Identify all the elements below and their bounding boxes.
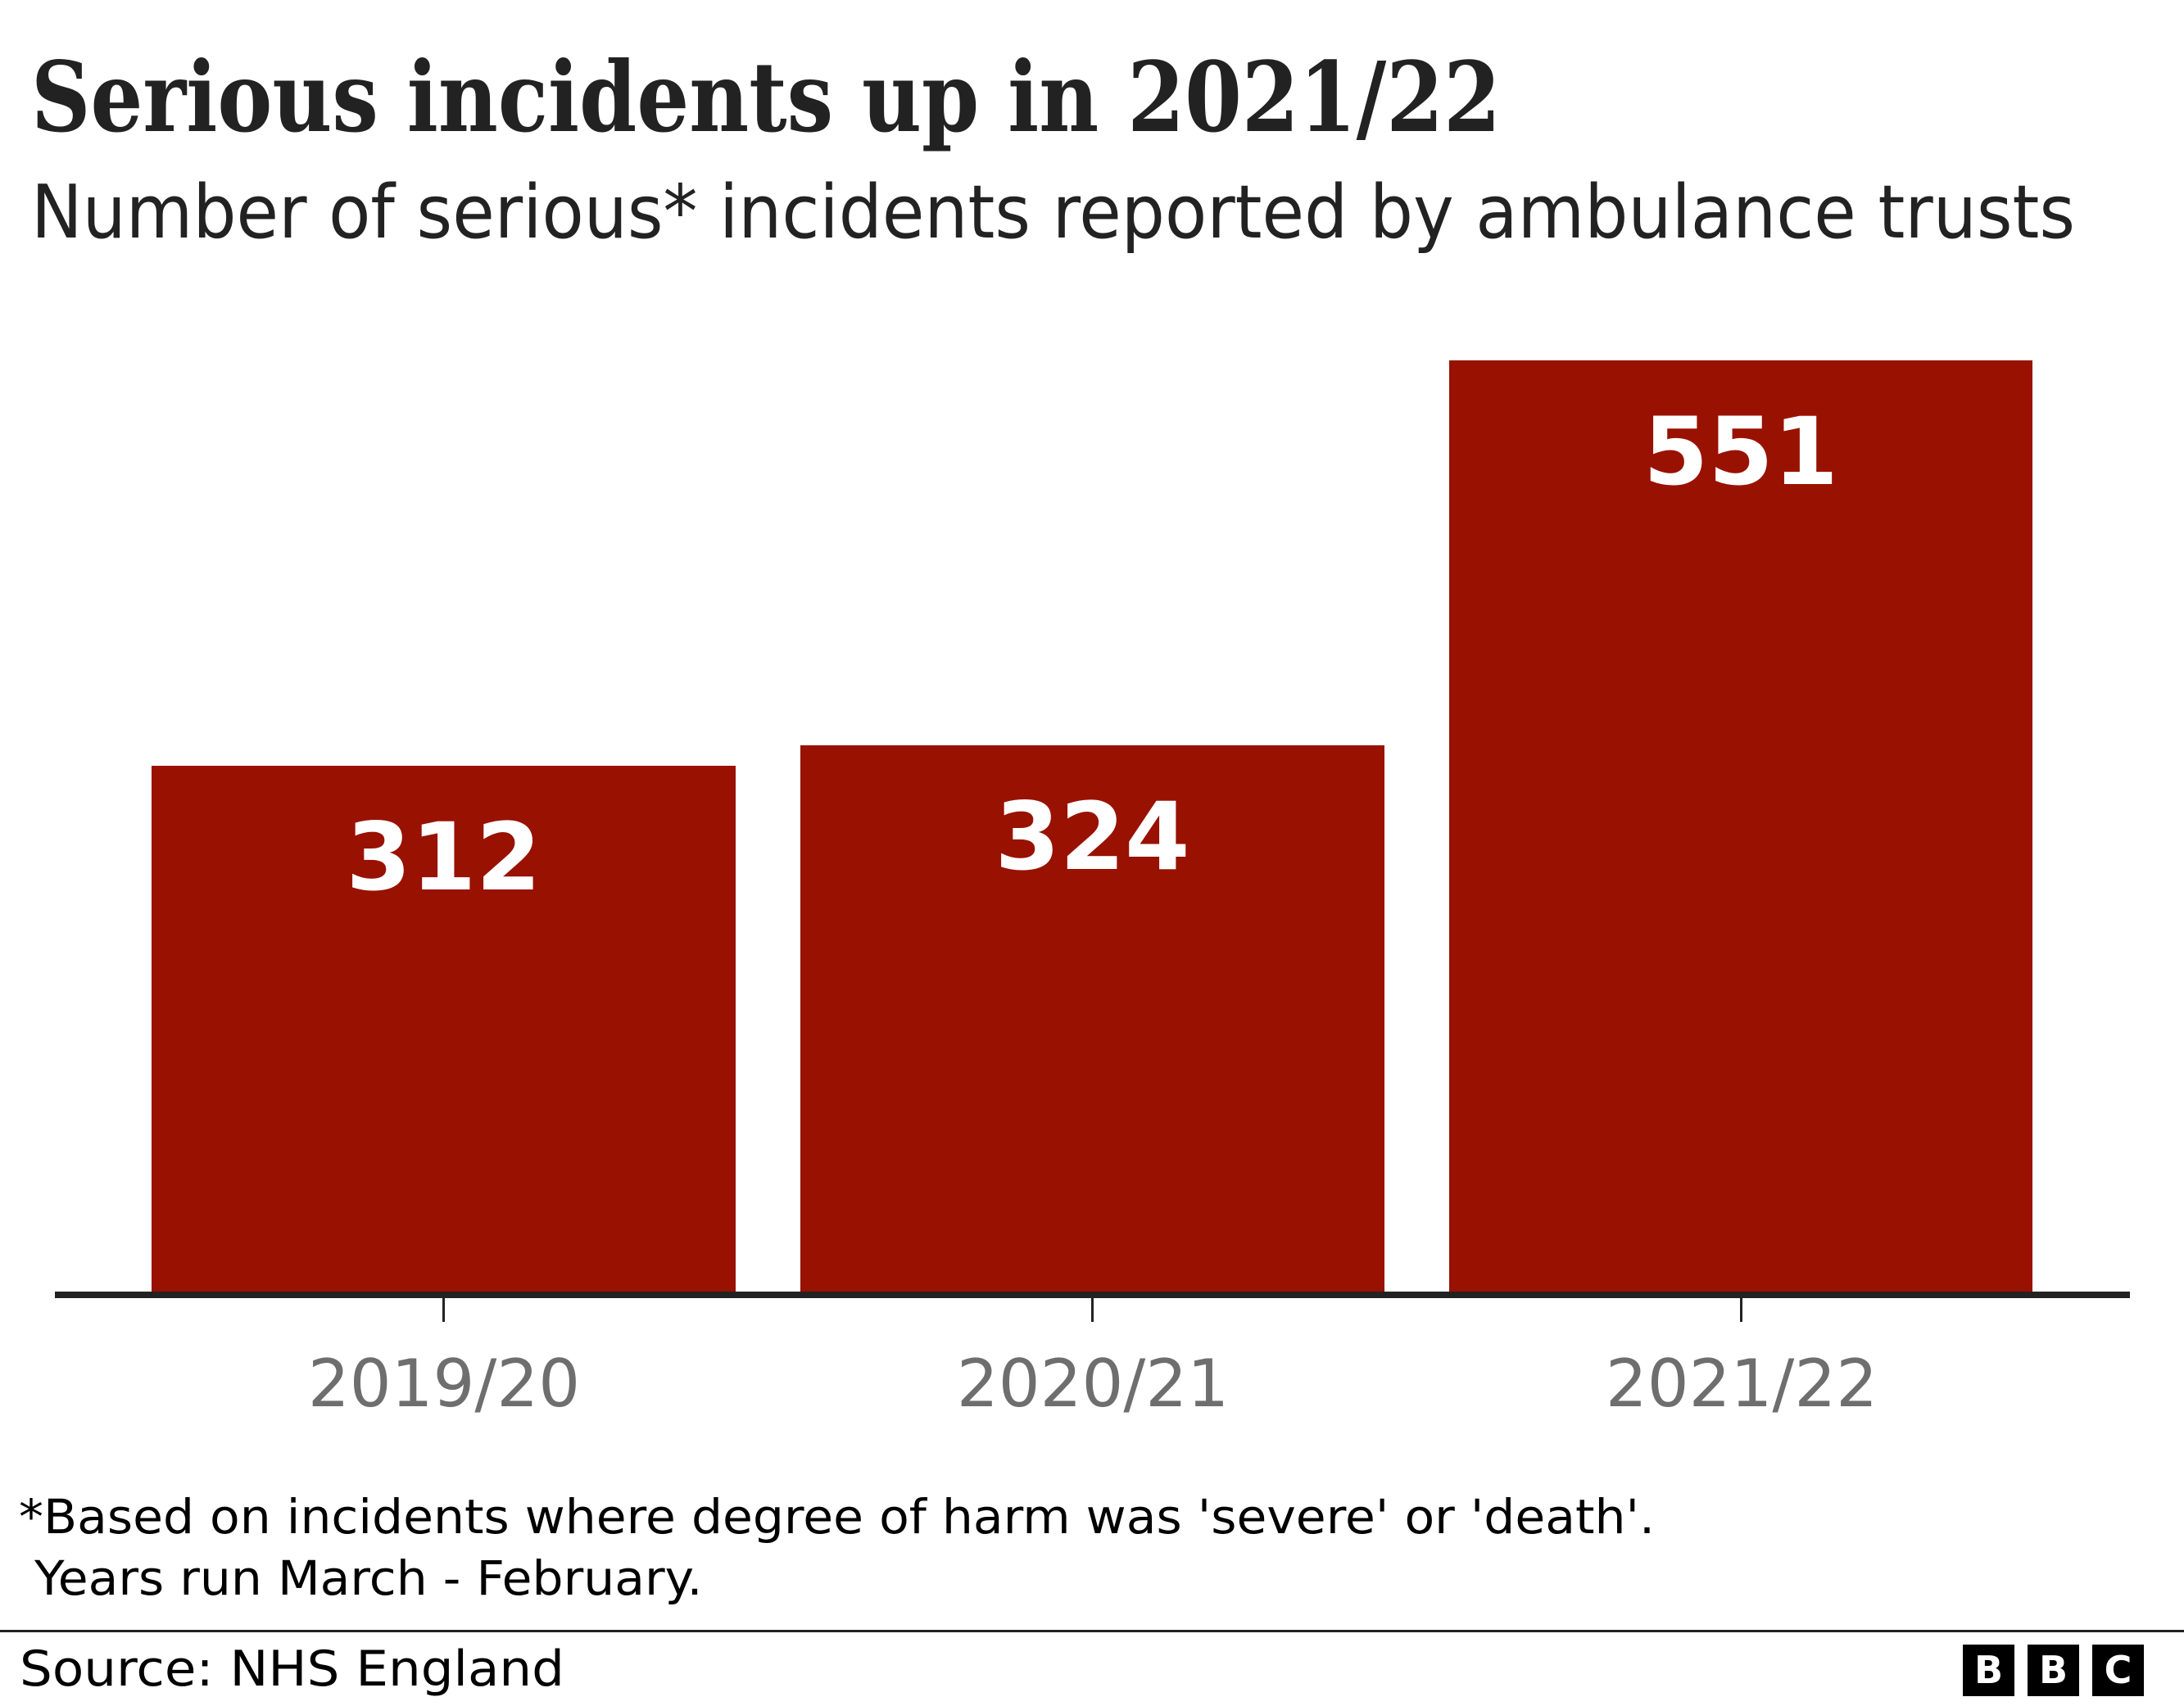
bbc-logo-letter: B	[2028, 1645, 2079, 1696]
bar-value-label: 324	[995, 782, 1190, 891]
x-axis-tick	[1740, 1298, 1742, 1322]
source-credit: Source: NHS England	[20, 1640, 564, 1698]
x-axis-label: 2019/20	[307, 1346, 581, 1422]
footnote-line-1: *Based on incidents where degree of harm…	[19, 1489, 1655, 1545]
bar-2019-20: 312	[152, 766, 736, 1292]
x-axis-label: 2021/22	[1605, 1346, 1878, 1422]
x-axis-tick	[442, 1298, 445, 1322]
footer-divider	[0, 1630, 2184, 1632]
bar-2021-22: 551	[1449, 360, 2032, 1292]
footnote-line-2: Years run March - February.	[19, 1550, 703, 1606]
bbc-logo-letter: B	[1963, 1645, 2014, 1696]
bbc-logo: B B C	[1963, 1645, 2144, 1696]
bbc-logo-letter: C	[2092, 1645, 2144, 1696]
x-axis-line	[55, 1292, 2130, 1298]
x-axis-label: 2020/21	[956, 1346, 1230, 1422]
bar-value-label: 312	[346, 803, 541, 912]
bar-value-label: 551	[1643, 397, 1838, 506]
plot-area: 312 324 551 2019/20 2020/21 2021/22	[55, 360, 2130, 1422]
x-axis-tick	[1091, 1298, 1094, 1322]
chart-subtitle: Number of serious* incidents reported by…	[31, 170, 2075, 256]
chart-title: Serious incidents up in 2021/22	[31, 40, 1501, 154]
bar-2020-21: 324	[800, 745, 1384, 1292]
